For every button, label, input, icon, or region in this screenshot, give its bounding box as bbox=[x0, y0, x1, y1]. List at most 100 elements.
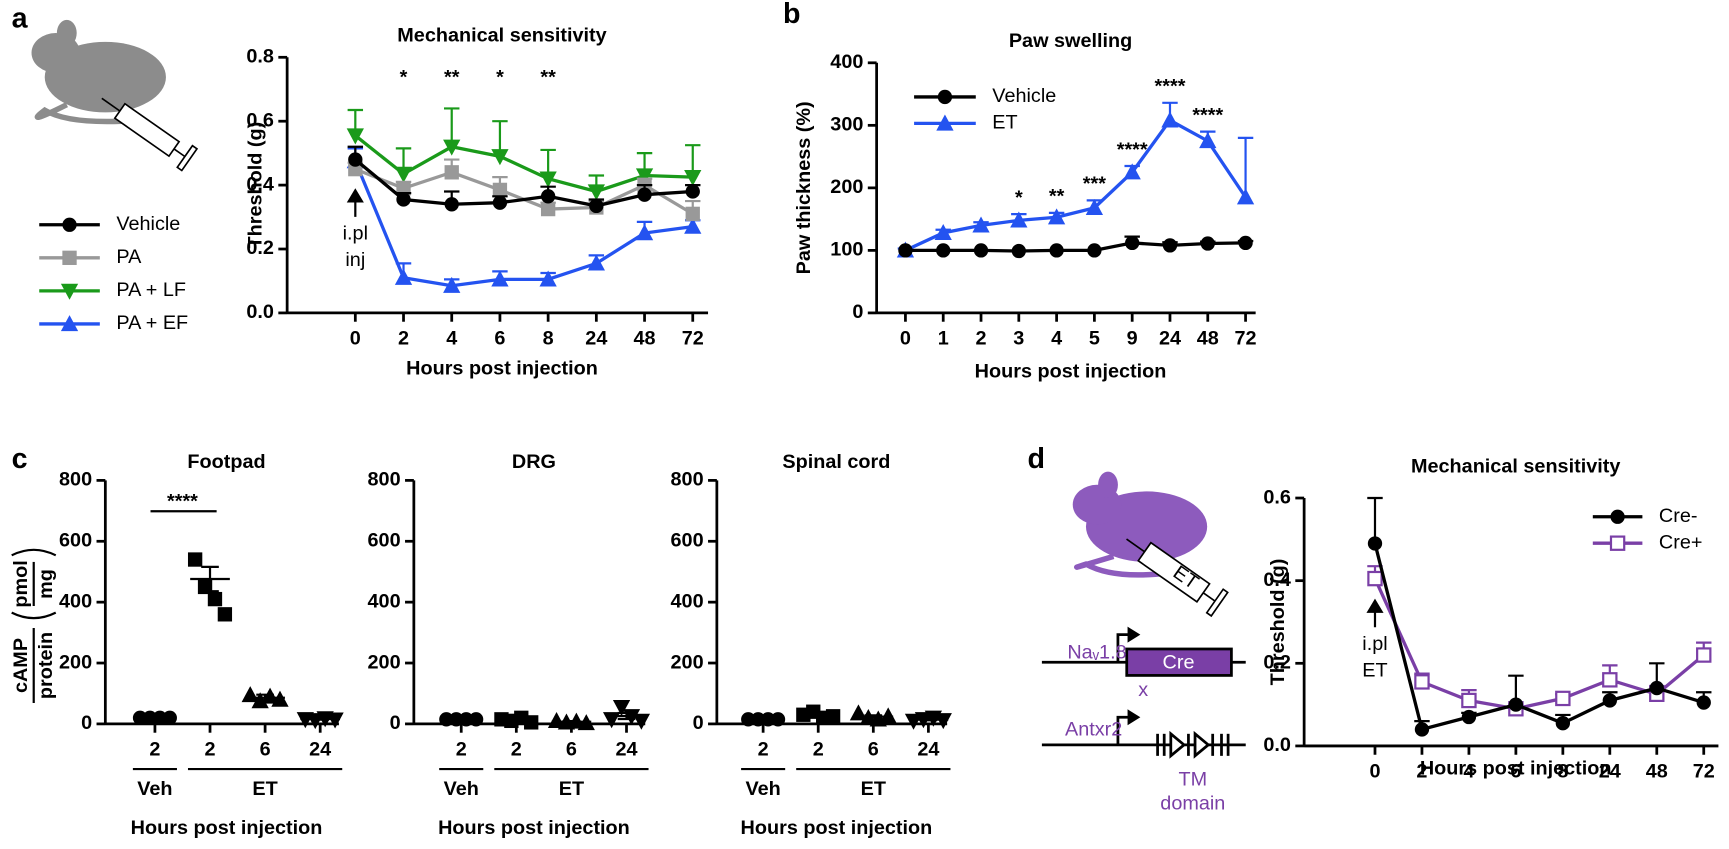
x-tick-label: 3 bbox=[1013, 328, 1024, 350]
sem-bar bbox=[809, 712, 828, 718]
marker bbox=[684, 169, 702, 186]
marker bbox=[396, 192, 411, 207]
x-tick-label: 2 bbox=[398, 328, 409, 350]
marker bbox=[825, 709, 841, 724]
y-axis-title: cAMP protein pmol mg bbox=[10, 548, 57, 703]
x-tick-label: 2 bbox=[149, 739, 160, 761]
marker bbox=[1414, 722, 1430, 737]
marker bbox=[685, 184, 700, 199]
y-tick-label: 400 bbox=[830, 51, 863, 73]
marker bbox=[1047, 208, 1066, 225]
y-tick-label: 600 bbox=[671, 530, 704, 552]
marker bbox=[1199, 132, 1217, 149]
x-axis-title: Hours post injection bbox=[131, 817, 323, 839]
domain-label: domain bbox=[1160, 793, 1225, 815]
marker bbox=[1125, 235, 1140, 251]
marker bbox=[635, 168, 654, 185]
x-tick-label: 1 bbox=[938, 328, 949, 350]
series-line bbox=[1373, 543, 1705, 732]
sem-bar bbox=[754, 717, 772, 722]
group-label: Veh bbox=[745, 778, 780, 800]
arrow bbox=[1366, 598, 1384, 628]
panel-label: a bbox=[12, 2, 29, 34]
y-tick-label: 0 bbox=[390, 712, 401, 734]
sem-bar bbox=[617, 711, 636, 721]
group-label: ET bbox=[252, 778, 277, 800]
marker bbox=[973, 243, 989, 258]
marker bbox=[936, 243, 951, 258]
y-tick-label: 800 bbox=[368, 469, 401, 491]
significance-label: * bbox=[496, 66, 504, 88]
series-line bbox=[904, 118, 1247, 252]
marker bbox=[444, 165, 459, 180]
arrow bbox=[346, 188, 364, 217]
y-tick-label: 400 bbox=[671, 590, 704, 612]
x-tick-label: 24 bbox=[1599, 761, 1621, 783]
marker bbox=[1236, 188, 1255, 205]
marker bbox=[492, 195, 508, 210]
sem-bar bbox=[507, 718, 526, 723]
chart-title: DRG bbox=[512, 451, 556, 473]
x-tick-label: 2 bbox=[976, 328, 987, 350]
marker bbox=[685, 206, 700, 222]
series-line bbox=[905, 241, 1246, 253]
marker bbox=[936, 114, 954, 131]
marker bbox=[540, 201, 556, 217]
y-tick-label: 0.6 bbox=[1263, 486, 1291, 508]
marker bbox=[898, 243, 913, 258]
mouse-illustration-purple: ET bbox=[1072, 471, 1229, 618]
group-label: Veh bbox=[137, 778, 172, 800]
marker bbox=[443, 276, 461, 293]
marker bbox=[904, 713, 923, 730]
series-line bbox=[354, 134, 693, 194]
sem-bar bbox=[452, 717, 471, 722]
marker bbox=[187, 552, 203, 567]
marker bbox=[60, 315, 79, 332]
legend-label: Cre- bbox=[1659, 505, 1698, 527]
marker bbox=[241, 686, 259, 703]
marker bbox=[394, 268, 413, 285]
marker bbox=[394, 166, 413, 183]
significance-label: * bbox=[400, 66, 408, 88]
x-tick-label: 6 bbox=[868, 739, 879, 761]
marker bbox=[306, 713, 324, 730]
y-axis-title-part: pmol bbox=[10, 560, 32, 607]
x-tick-label: 2 bbox=[758, 739, 769, 761]
x-tick-label: 9 bbox=[1127, 328, 1138, 350]
chart-title: Mechanical sensitivity bbox=[1411, 455, 1620, 477]
annotation: ET bbox=[1362, 660, 1387, 682]
legend-label: Vehicle bbox=[116, 213, 180, 235]
marker bbox=[1461, 692, 1477, 709]
x-tick-label: 4 bbox=[1463, 761, 1474, 783]
marker bbox=[1049, 243, 1064, 258]
marker bbox=[972, 216, 990, 233]
y-tick-label: 200 bbox=[368, 651, 401, 673]
y-tick-label: 0.4 bbox=[246, 173, 274, 195]
y-tick-label: 0.2 bbox=[246, 237, 274, 259]
sem-bar bbox=[919, 717, 938, 722]
marker bbox=[62, 217, 77, 232]
legend-label: Vehicle bbox=[992, 85, 1056, 107]
marker bbox=[1367, 536, 1383, 551]
marker bbox=[1367, 570, 1383, 587]
sem-bar bbox=[311, 717, 330, 721]
marker bbox=[1696, 695, 1711, 710]
marker bbox=[637, 187, 652, 202]
x-tick-label: 72 bbox=[1235, 328, 1257, 350]
x-tick-label: 5 bbox=[1089, 328, 1100, 350]
annotation: i.pl bbox=[1362, 633, 1387, 655]
x-axis-title: Hours post injection bbox=[406, 357, 598, 379]
x-tick-label: 8 bbox=[543, 328, 554, 350]
x-tick-label: 4 bbox=[446, 328, 457, 350]
y-tick-label: 400 bbox=[368, 590, 401, 612]
panel-label: b bbox=[783, 0, 801, 30]
y-tick-label: 600 bbox=[59, 530, 92, 552]
marker bbox=[60, 283, 79, 300]
y-tick-label: 0.0 bbox=[246, 301, 274, 323]
y-tick-label: 800 bbox=[59, 469, 92, 491]
group-label: Veh bbox=[444, 778, 479, 800]
gene-diagram bbox=[1041, 626, 1246, 759]
x-tick-label: 6 bbox=[494, 328, 505, 350]
legend-label: ET bbox=[992, 112, 1017, 134]
x-axis-title: Hours post injection bbox=[1420, 757, 1612, 779]
